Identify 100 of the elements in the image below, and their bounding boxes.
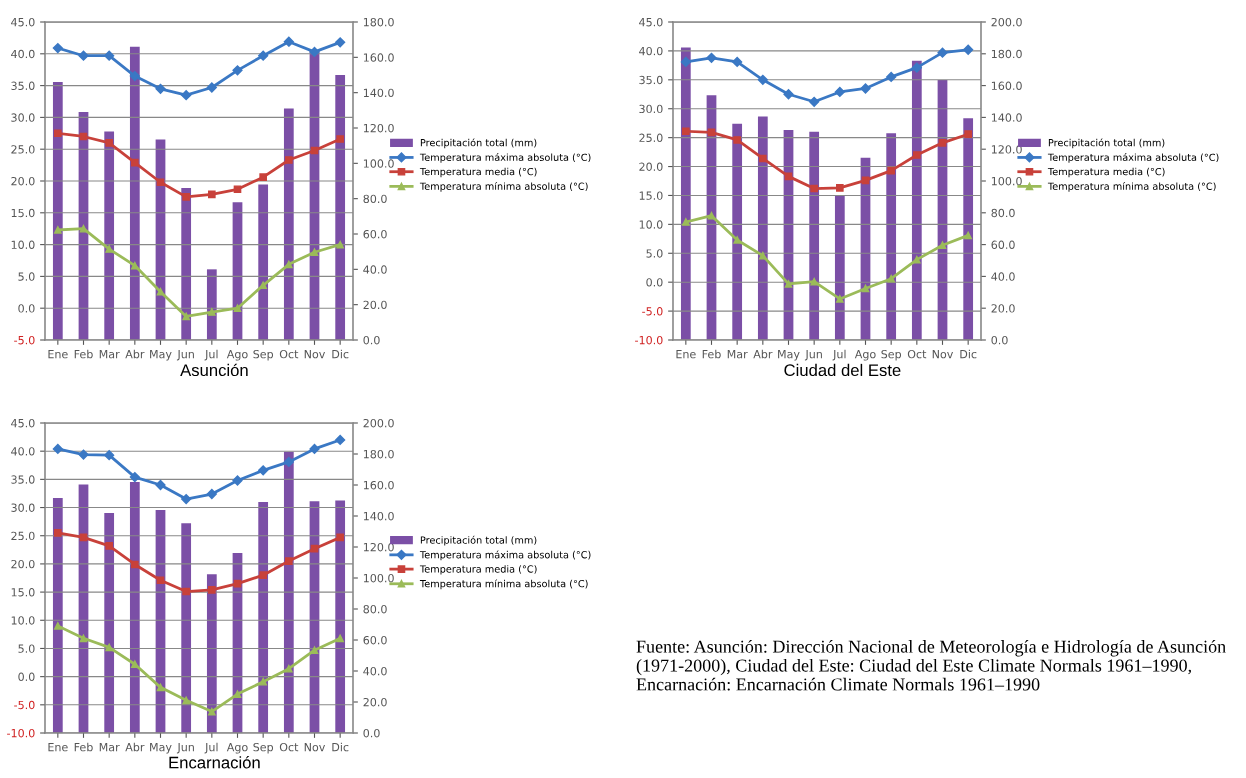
bar bbox=[181, 523, 192, 733]
y-tick-label: -5.0 bbox=[14, 700, 35, 710]
legend-label: Temperatura mínima absoluta (°C) bbox=[1047, 182, 1216, 192]
y2-tick-label: 160.0 bbox=[363, 53, 394, 62]
point bbox=[861, 284, 870, 293]
x-tick-label: Abr bbox=[125, 349, 145, 359]
bar bbox=[886, 133, 897, 340]
y-tick-label: 40.0 bbox=[11, 49, 35, 59]
y2-tick-label: 100.0 bbox=[363, 573, 394, 583]
point bbox=[182, 312, 190, 321]
x-tick-label: Oct bbox=[907, 349, 927, 359]
point bbox=[834, 86, 845, 98]
point bbox=[206, 82, 217, 93]
point bbox=[259, 281, 267, 290]
point bbox=[310, 248, 319, 257]
point bbox=[285, 156, 293, 164]
point bbox=[759, 251, 767, 260]
legend-label: Temperatura media (°C) bbox=[1047, 167, 1165, 178]
point bbox=[336, 634, 344, 643]
y2-tick-label: 160.0 bbox=[363, 480, 394, 490]
y-tick-label: 35.0 bbox=[11, 81, 35, 90]
point bbox=[131, 660, 139, 669]
point bbox=[131, 158, 139, 167]
point bbox=[156, 287, 165, 296]
y2-tick-label: 140.0 bbox=[363, 511, 394, 521]
x-tick-label: Sep bbox=[253, 349, 274, 361]
x-tick-label: May bbox=[778, 350, 800, 361]
y-tick-label: 30.0 bbox=[11, 503, 35, 512]
bar bbox=[258, 184, 269, 340]
bar bbox=[283, 108, 294, 340]
y-tick-label: 10.0 bbox=[639, 220, 663, 229]
point bbox=[310, 544, 319, 553]
y-tick-label: 35.0 bbox=[11, 475, 35, 484]
point bbox=[232, 65, 243, 76]
bar bbox=[732, 123, 743, 340]
y2-tick-label: 140.0 bbox=[991, 113, 1022, 122]
point bbox=[79, 224, 88, 233]
bar bbox=[104, 512, 115, 733]
x-tick-label: Dic bbox=[960, 349, 977, 359]
point bbox=[79, 634, 88, 643]
point bbox=[182, 193, 190, 201]
point bbox=[105, 542, 113, 550]
x-tick-label: May bbox=[150, 743, 172, 754]
x-tick-label: Nov bbox=[304, 743, 326, 752]
x-tick-label: Feb bbox=[74, 349, 93, 359]
legend-label: Temperatura mínima absoluta (°C) bbox=[419, 579, 588, 590]
bar bbox=[104, 131, 115, 340]
point bbox=[258, 465, 269, 476]
point bbox=[259, 571, 267, 580]
point bbox=[757, 74, 768, 85]
legend-label: Temperatura mínima absoluta (°C) bbox=[419, 182, 588, 192]
y-tick-label: -10.0 bbox=[635, 335, 663, 345]
point bbox=[733, 136, 741, 144]
point bbox=[810, 277, 818, 286]
x-tick-label: Ene bbox=[676, 350, 696, 359]
y-tick-label: 30.0 bbox=[639, 104, 663, 114]
bar bbox=[963, 118, 974, 340]
point bbox=[937, 47, 948, 58]
y-tick-label: 45.0 bbox=[11, 418, 35, 428]
legend-label: Precipitación total (mm) bbox=[1048, 138, 1165, 149]
y-tick-label: -5.0 bbox=[14, 335, 35, 345]
y-tick-label: 0.0 bbox=[646, 278, 663, 287]
point bbox=[887, 274, 895, 283]
y-tick-label: 15.0 bbox=[639, 191, 663, 200]
point bbox=[182, 587, 190, 596]
point bbox=[52, 443, 63, 455]
legend-label: Precipitación total (mm) bbox=[420, 535, 537, 546]
point bbox=[682, 218, 690, 226]
point bbox=[181, 493, 192, 505]
legend-label: Temperatura máxima absoluta (°C) bbox=[1047, 153, 1219, 163]
point bbox=[336, 533, 344, 542]
y2-tick-label: 120.0 bbox=[363, 123, 394, 133]
point bbox=[283, 36, 294, 47]
y2-tick-label: 140.0 bbox=[363, 88, 394, 98]
point bbox=[156, 178, 165, 187]
x-tick-label: Ene bbox=[48, 743, 68, 752]
y2-tick-label: 80.0 bbox=[991, 208, 1015, 218]
point bbox=[104, 50, 115, 61]
y2-tick-label: 60.0 bbox=[991, 240, 1015, 249]
point bbox=[232, 475, 243, 486]
point bbox=[759, 154, 767, 163]
point bbox=[54, 226, 62, 234]
point bbox=[52, 42, 63, 54]
point bbox=[156, 576, 165, 585]
y-tick-label: 20.0 bbox=[639, 162, 663, 171]
point bbox=[784, 280, 793, 288]
point bbox=[105, 245, 113, 253]
point bbox=[913, 151, 921, 159]
x-tick-label: Sep bbox=[881, 349, 902, 361]
y-tick-label: 35.0 bbox=[639, 75, 663, 85]
y2-tick-label: 0.0 bbox=[991, 335, 1008, 345]
x-tick-label: Jun bbox=[176, 743, 194, 754]
point bbox=[309, 46, 320, 58]
bar bbox=[232, 202, 243, 340]
point bbox=[860, 83, 871, 94]
x-axis-title: Asunción bbox=[180, 363, 248, 377]
y2-tick-label: 180.0 bbox=[991, 49, 1022, 59]
point bbox=[259, 173, 267, 182]
bar bbox=[911, 60, 922, 340]
y2-tick-label: 20.0 bbox=[363, 697, 387, 707]
